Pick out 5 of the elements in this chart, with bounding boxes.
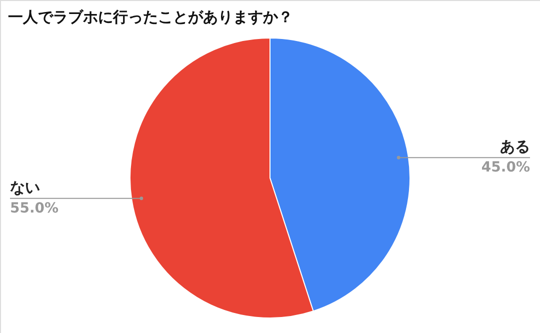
chart-title: 一人でラブホに行ったことがありますか？: [8, 8, 293, 26]
slice-label: ある: [500, 138, 530, 156]
slice-label: ない: [10, 178, 40, 196]
data-label: 55.0%: [10, 200, 59, 216]
data-label: 45.0%: [481, 160, 530, 176]
